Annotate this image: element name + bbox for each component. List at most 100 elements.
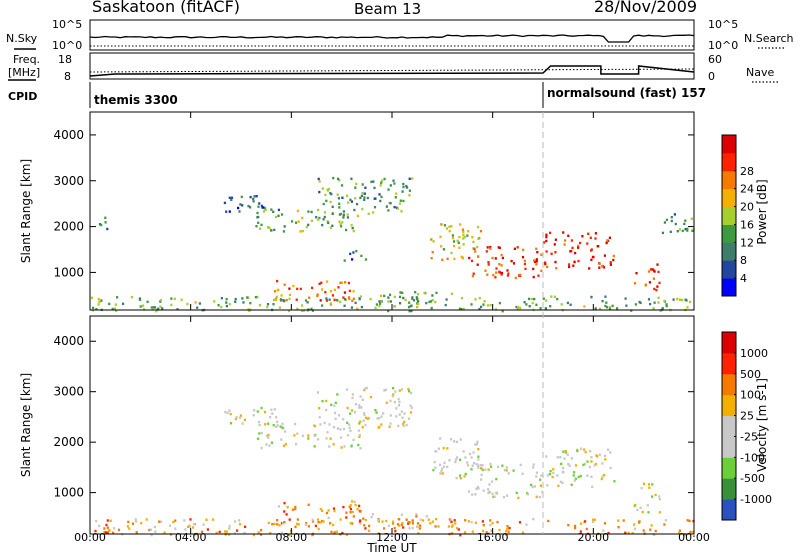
power-cell [452,237,455,240]
velocity-cell [345,388,349,391]
power-cell [108,302,111,306]
power-cell [554,251,557,254]
velocity-cell [296,432,299,435]
velocity-cell [591,485,594,489]
power-cell [417,302,420,306]
power-cell [604,295,607,298]
velocity-cell [375,411,378,414]
power-cell [349,252,352,256]
velocity-cell [358,404,361,407]
velocity-y-tick-label: 1000 [53,486,84,500]
power-cell [606,239,609,242]
velocity-cell [336,393,339,396]
velocity-cell [646,504,649,507]
velocity-cell [391,522,395,525]
power-cell [639,301,642,305]
power-cell [670,216,673,219]
velocity-cell [332,443,335,446]
velocity-cell [408,527,411,530]
velocity-cell [492,495,495,498]
velocity-cell [244,525,247,528]
power-cell [579,241,582,245]
velocity-cell [442,465,446,468]
velocity-cell [333,411,337,415]
power-cell [512,262,516,265]
velocity-cell [633,527,637,530]
power-cell [333,298,336,302]
power-cell [249,301,252,305]
power-cell [322,202,325,206]
velocity-cell [442,446,445,450]
power-cell [257,215,260,219]
velocity-cell [549,469,552,473]
velocity-cell [490,480,494,483]
velocity-cell [400,388,404,391]
power-cell [535,263,538,266]
velocity-cell [396,523,399,526]
power-cell [329,290,333,293]
velocity-cell [541,490,544,494]
power-cell [573,260,576,264]
velocity-cell [228,527,231,530]
power-cell [681,229,684,233]
velocity-cell [243,532,246,535]
power-cell [339,281,342,285]
velocity-cell [365,386,368,390]
velocity-cell [134,518,137,521]
power-cell [605,301,608,304]
power-cell [280,294,283,297]
velocity-cell [397,397,400,401]
velocity-cell [333,404,336,407]
power-cell [472,272,475,275]
power-cell [342,296,345,299]
power-cell [598,262,601,265]
power-cell [296,209,299,213]
velocity-cell [381,520,384,523]
power-cell [478,307,481,311]
velocity-cell [521,472,524,475]
power-cell [461,228,465,231]
velocity-cell [402,526,405,529]
power-cell [161,307,164,310]
velocity-cell [663,523,666,526]
power-cell [321,223,324,227]
power-cell [288,309,291,313]
velocity-cell [602,529,605,532]
velocity-cell [546,484,549,487]
power-cell [655,288,658,292]
power-cell [256,295,259,299]
velocity-cell [407,522,410,525]
power-cell [345,228,348,232]
power-cell [545,233,548,236]
velocity-cell [338,414,341,417]
velocity-cell [601,475,604,478]
velocity-cell [294,505,297,509]
power-cell [353,208,356,212]
velocity-y-axis-label: Slant Range [km] [19,373,33,477]
power-cell [349,198,352,201]
power-y-axis: 1000 2000 3000 4000 [53,128,694,279]
power-cell [583,305,586,308]
power-cell [331,224,334,227]
velocity-cell [574,477,577,480]
velocity-cell [481,464,484,467]
power-cell [138,297,141,300]
power-cell [535,260,538,263]
velocity-cell [487,491,490,495]
power-cell [450,292,454,295]
power-cell [270,208,273,211]
velocity-cell [624,531,627,534]
velocity-cell [319,423,322,426]
velocity-colorbar-tick-label: 1000 [740,347,768,360]
power-cell [500,271,504,275]
power-cell [220,305,223,309]
power-cell [393,205,396,209]
velocity-cell [398,413,401,416]
date-title: 28/Nov/2009 [594,0,697,16]
power-cell [321,187,324,190]
power-cell [444,303,447,307]
power-cell [460,308,463,311]
power-cell [274,215,278,219]
power-cell [484,269,487,272]
velocity-cell [574,464,578,467]
